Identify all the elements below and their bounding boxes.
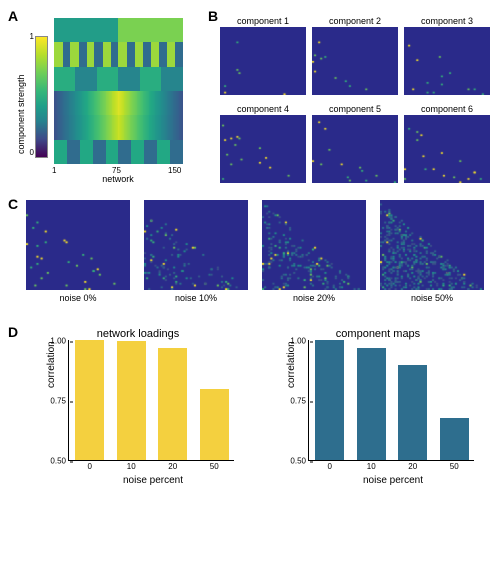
bar — [200, 389, 229, 460]
bar — [75, 340, 104, 460]
bar-chart-loadings: network loadings correlation 0.500.751.0… — [38, 328, 238, 486]
x-tick: 20 — [408, 460, 417, 471]
component-canvas — [404, 115, 490, 183]
panel-c: C noise 0% noise 10% noise 20% noise 50% — [8, 196, 494, 316]
colorbar-tick-hi: 1 — [30, 32, 34, 41]
xlabel-1: noise percent — [68, 475, 238, 486]
y-tick: 0.75 — [290, 397, 309, 406]
x-tick: 50 — [450, 460, 459, 471]
noise-panel-0: noise 0% — [26, 200, 130, 303]
panel-d: D network loadings correlation 0.500.751… — [8, 324, 494, 484]
noise-label: noise 0% — [26, 293, 130, 303]
x-tick: 10 — [127, 460, 136, 471]
bar-chart-maps: component maps correlation 0.500.751.000… — [278, 328, 478, 486]
y-tick: 0.75 — [50, 397, 69, 406]
figure: A component strength 1 0 1 75 150 networ… — [8, 8, 494, 484]
ylabel-1: correlation — [46, 341, 57, 388]
component-title: component 4 — [220, 104, 306, 115]
noise-canvas — [380, 200, 484, 290]
component-canvas — [404, 27, 490, 95]
component-3: component 3 — [404, 16, 490, 98]
bar — [315, 340, 344, 460]
x-tick: 0 — [88, 460, 92, 471]
bar — [357, 348, 386, 460]
component-title: component 3 — [404, 16, 490, 27]
x-tick: 10 — [367, 460, 376, 471]
colorbar-tick-lo: 0 — [30, 148, 34, 157]
colorbar: component strength 1 0 — [18, 36, 48, 166]
y-tick: 0.50 — [290, 457, 309, 466]
noise-label: noise 10% — [144, 293, 248, 303]
component-1: component 1 — [220, 16, 306, 98]
y-tick: 1.00 — [290, 337, 309, 346]
panel-a-xlabel: network — [54, 174, 182, 184]
panel-d-label: D — [8, 324, 18, 340]
component-title: component 5 — [312, 104, 398, 115]
y-tick: 0.50 — [50, 457, 69, 466]
noise-panel-1: noise 10% — [144, 200, 248, 303]
panel-c-label: C — [8, 196, 18, 212]
x-tick: 20 — [168, 460, 177, 471]
y-tick: 1.00 — [50, 337, 69, 346]
component-5: component 5 — [312, 104, 398, 186]
bar — [158, 348, 187, 460]
component-2: component 2 — [312, 16, 398, 98]
component-grid: component 1 component 2 component 3 compone… — [220, 16, 490, 186]
xlabel-2: noise percent — [308, 475, 478, 486]
x-tick: 50 — [210, 460, 219, 471]
component-canvas — [220, 115, 306, 183]
component-canvas — [312, 115, 398, 183]
panel-b: B component 1component 2component 3compo… — [208, 8, 498, 188]
component-6: component 6 — [404, 104, 490, 186]
panel-a-label: A — [8, 8, 18, 24]
noise-panel-2: noise 20% — [262, 200, 366, 303]
colorbar-label: component strength — [16, 74, 26, 154]
bar — [117, 341, 146, 460]
component-title: component 6 — [404, 104, 490, 115]
bars-area-2: 0.500.751.000102050 — [308, 340, 474, 461]
noise-canvas — [262, 200, 366, 290]
colorbar-gradient — [35, 36, 48, 158]
component-title: component 2 — [312, 16, 398, 27]
panel-b-label: B — [208, 8, 218, 24]
ylabel-2: correlation — [286, 341, 297, 388]
bar — [398, 365, 427, 460]
component-title: component 1 — [220, 16, 306, 27]
noise-canvas — [26, 200, 130, 290]
noise-canvas — [144, 200, 248, 290]
component-canvas — [312, 27, 398, 95]
panel-a-heatmap — [54, 18, 182, 164]
noise-panel-3: noise 50% — [380, 200, 484, 303]
component-canvas — [220, 27, 306, 95]
x-tick: 0 — [328, 460, 332, 471]
noise-label: noise 20% — [262, 293, 366, 303]
bars-area-1: 0.500.751.000102050 — [68, 340, 234, 461]
bar — [440, 418, 469, 460]
noise-row: noise 0% noise 10% noise 20% noise 50% — [26, 200, 484, 303]
component-4: component 4 — [220, 104, 306, 186]
noise-label: noise 50% — [380, 293, 484, 303]
